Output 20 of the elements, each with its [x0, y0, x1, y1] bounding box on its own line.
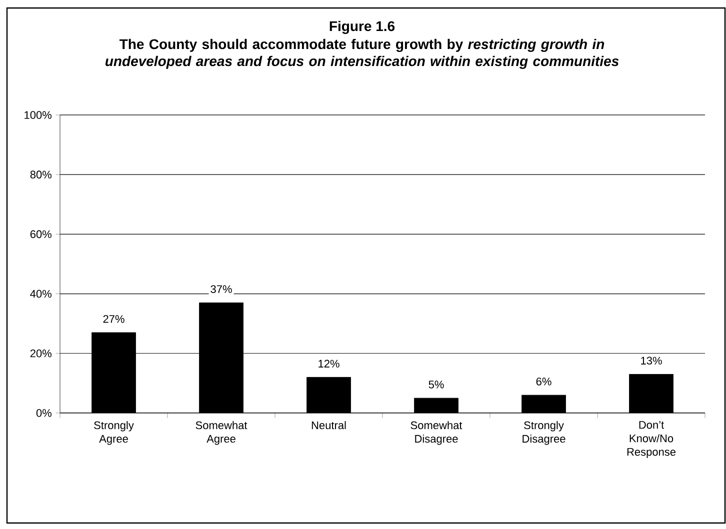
x-tick-label: Don’t Know/No Response — [627, 421, 676, 458]
y-tick-label: 80% — [30, 170, 52, 178]
y-tick-label: 60% — [30, 230, 52, 238]
y-tick-label: 100% — [24, 111, 52, 119]
data-label: 27% — [103, 315, 124, 323]
data-label: 37% — [210, 285, 232, 294]
y-tick-label: 40% — [30, 290, 52, 298]
x-tick-label: Neutral — [312, 421, 346, 430]
data-label: 12% — [318, 360, 340, 368]
data-label: 5% — [428, 380, 444, 388]
x-tick-label: Somewhat Disagree — [410, 421, 462, 445]
chart-title: Figure 1.6 — [330, 20, 395, 34]
data-label: 6% — [536, 378, 552, 386]
x-tick-label: Strongly Agree — [94, 421, 134, 445]
x-tick-label: Strongly Disagree — [522, 421, 566, 445]
y-tick-label: 0% — [36, 409, 52, 417]
x-tick-label: Somewhat Agree — [196, 421, 248, 445]
chart-subtitle: The County should accommodate future growth by restricting growth in undeveloped areas and focus on intensification within existing communities — [105, 38, 619, 69]
data-label: 13% — [641, 356, 662, 365]
y-tick-label: 20% — [30, 349, 52, 358]
